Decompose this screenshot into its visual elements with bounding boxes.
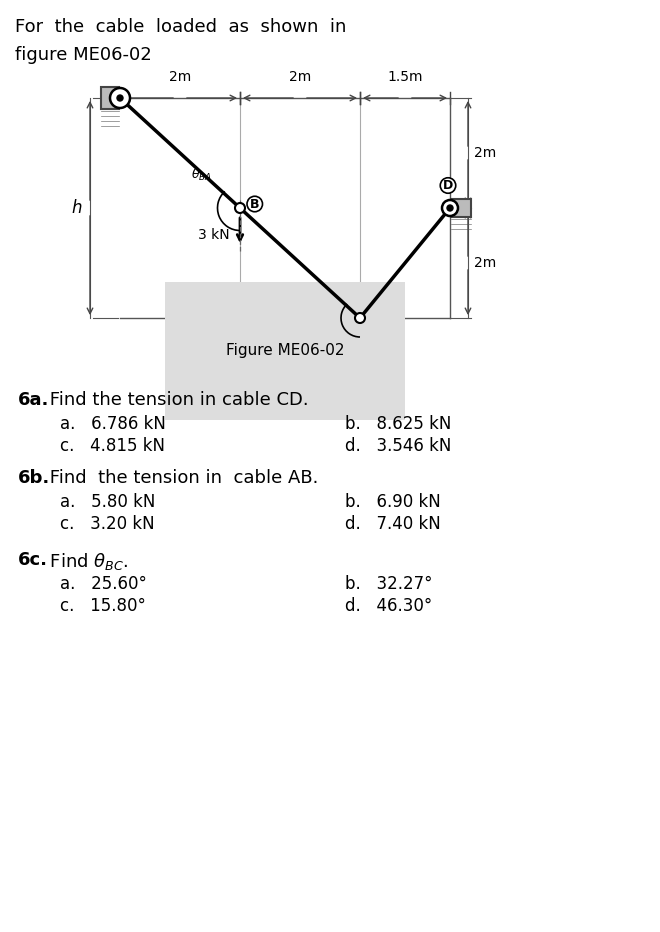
Text: B: B [250,198,259,211]
Text: For  the  cable  loaded  as  shown  in: For the cable loaded as shown in [15,18,346,36]
Text: Find  the tension in  cable AB.: Find the tension in cable AB. [44,469,319,487]
Text: h: h [72,199,82,217]
Text: b.   32.27°: b. 32.27° [345,575,432,593]
Text: Figure ME06-02: Figure ME06-02 [226,344,345,359]
Circle shape [447,205,453,211]
Text: c.   15.80°: c. 15.80° [60,597,146,615]
Text: 8 kN: 8 kN [365,342,397,356]
Text: 6b.: 6b. [18,469,50,487]
Text: C: C [370,309,379,322]
Text: c.   3.20 kN: c. 3.20 kN [60,515,154,533]
Text: a.   5.80 kN: a. 5.80 kN [60,493,155,511]
Text: 2m: 2m [289,70,311,84]
Circle shape [442,200,458,216]
Text: c.   4.815 kN: c. 4.815 kN [60,437,165,455]
Text: figure ME06-02: figure ME06-02 [15,46,152,64]
Text: $\theta_{BA}$: $\theta_{BA}$ [191,167,213,183]
Bar [451,199,471,217]
Text: d.   46.30°: d. 46.30° [345,597,432,615]
Text: 2m: 2m [474,146,496,160]
Text: 6c.: 6c. [18,551,48,569]
Circle shape [355,313,365,323]
Text: 1.5m: 1.5m [387,70,423,84]
Text: 2m: 2m [474,256,496,270]
Bar [101,87,119,109]
Text: Find the tension in cable CD.: Find the tension in cable CD. [44,391,309,409]
Text: $\theta_{BC}$: $\theta_{BC}$ [325,282,345,296]
Text: 2m: 2m [169,70,191,84]
Circle shape [110,88,130,108]
Text: b.   8.625 kN: b. 8.625 kN [345,415,451,433]
Text: D: D [443,179,453,192]
Text: 6a.: 6a. [18,391,50,409]
Text: b.   6.90 kN: b. 6.90 kN [345,493,441,511]
Text: d.   3.546 kN: d. 3.546 kN [345,437,451,455]
Text: a.   25.60°: a. 25.60° [60,575,147,593]
Text: d.   7.40 kN: d. 7.40 kN [345,515,441,533]
Text: a.   6.786 kN: a. 6.786 kN [60,415,166,433]
Text: Find $\theta_{BC}$.: Find $\theta_{BC}$. [44,551,129,572]
Circle shape [235,203,245,213]
Text: 3 kN: 3 kN [198,228,230,242]
Circle shape [117,95,123,101]
